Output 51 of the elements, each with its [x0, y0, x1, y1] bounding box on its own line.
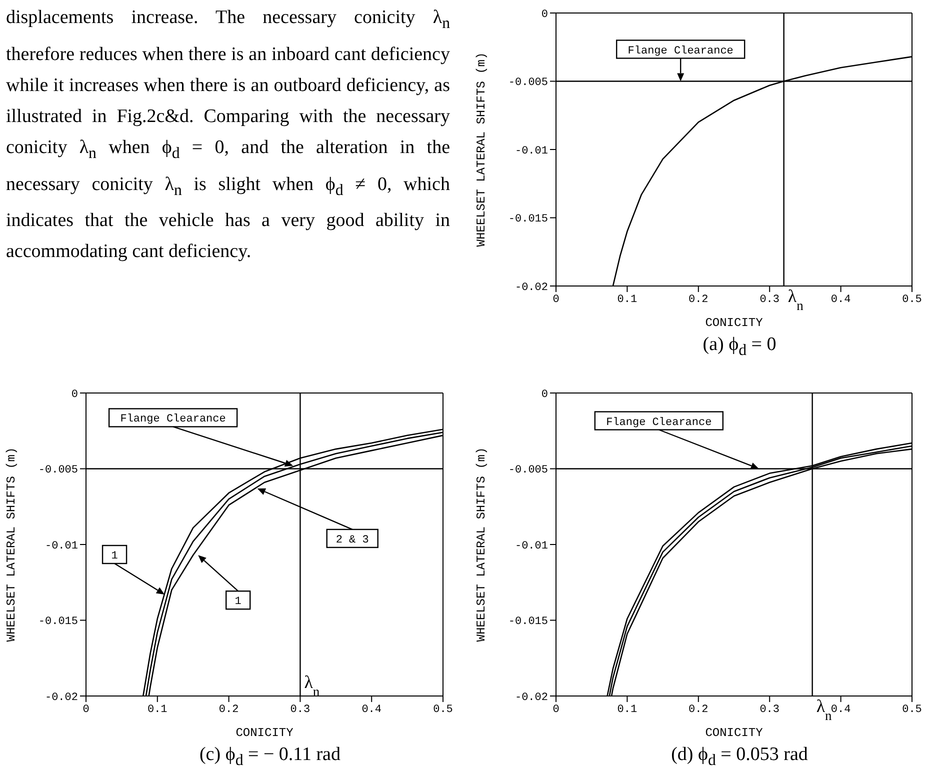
annotation: 1 — [111, 550, 118, 562]
y-tick-label: -0.02 — [514, 692, 548, 704]
annotation: Flange Clearance — [628, 45, 734, 58]
x-tick-label: 0.2 — [688, 294, 708, 306]
text: (a) ϕ$_{d}$ = 0 — [702, 334, 778, 360]
x-tick-label: 0.1 — [147, 704, 168, 716]
y-tick-label: 0 — [541, 388, 548, 401]
x-tick-label: 0.2 — [218, 704, 239, 716]
x-tick-label: 0.1 — [617, 704, 638, 716]
text: (d) ϕ$_{d}$ = 0.053 rad — [670, 744, 809, 770]
annotation: 2 & 3 — [336, 534, 369, 546]
x-tick-label: 0.3 — [760, 704, 780, 716]
y-tick-label: -0.015 — [38, 616, 78, 628]
x-tick-label: 0.3 — [290, 704, 310, 716]
x-axis-title: CONICITY — [705, 726, 763, 740]
x-tick-label: 0 — [552, 704, 560, 716]
annotation: Flange Clearance — [120, 414, 226, 426]
text: displacements increase. The necessary conicity λ$_{n}$ therefore reduces when there is an inboard cant deficiency while it increases when there is an outboard deficiency, as illustrated in Fig.2c&d. Comparing with the necessary conicity λ$_{n}$ when ϕ$_{d}$ = 0, and the alteration in the necessary conicity λ$_{n}$ is slight when ϕ$_{d}$ ≠ 0, which indicates that the vehicle has a very good ability in accommodating cant deficiency. — [6, 7, 450, 262]
x-tick-label: 0.2 — [688, 704, 708, 716]
x-axis-title: CONICITY — [705, 316, 763, 330]
x-tick-label: 0.3 — [760, 294, 780, 306]
y-axis-title: WHEELSET LATERAL SHIFTS (m) — [474, 447, 488, 642]
y-tick-label: 0 — [71, 388, 78, 401]
y-tick-label: -0.005 — [38, 464, 78, 477]
x-tick-label: 0.1 — [617, 294, 638, 306]
x-tick-label: 0.4 — [362, 704, 382, 716]
x-tick-label: 0.4 — [830, 294, 852, 306]
x-tick-label: 0 — [552, 294, 560, 306]
text: (c) ϕ$_{d}$ = − 0.11 rad — [198, 744, 342, 770]
y-tick-label: -0.01 — [514, 540, 548, 552]
y-tick-label: -0.005 — [508, 464, 548, 477]
x-tick-label: 0 — [82, 704, 90, 716]
y-axis-title: WHEELSET LATERAL SHIFTS (m) — [4, 447, 18, 642]
y-tick-label: -0.015 — [508, 616, 548, 628]
y-tick-label: -0.02 — [44, 692, 78, 704]
y-tick-label: -0.01 — [44, 540, 78, 552]
y-axis-title: WHEELSET LATERAL SHIFTS (m) — [474, 52, 488, 247]
x-tick-label: 0.5 — [902, 294, 922, 306]
x-axis-title: CONICITY — [236, 726, 294, 740]
y-tick-label: 0 — [541, 8, 548, 21]
annotation: Flange Clearance — [606, 416, 712, 429]
x-tick-label: 0.5 — [902, 704, 922, 716]
y-tick-label: -0.02 — [514, 282, 548, 294]
y-tick-label: -0.005 — [508, 77, 548, 90]
x-tick-label: 0.4 — [830, 704, 852, 716]
ref-line-label: λ$_{n}$ — [788, 286, 804, 312]
x-tick-label: 0.5 — [433, 704, 453, 716]
y-tick-label: -0.01 — [514, 145, 548, 158]
annotation: 1 — [234, 596, 242, 608]
y-tick-label: -0.015 — [508, 214, 548, 226]
ref-line-label: λ$_{n}$ — [816, 696, 832, 722]
